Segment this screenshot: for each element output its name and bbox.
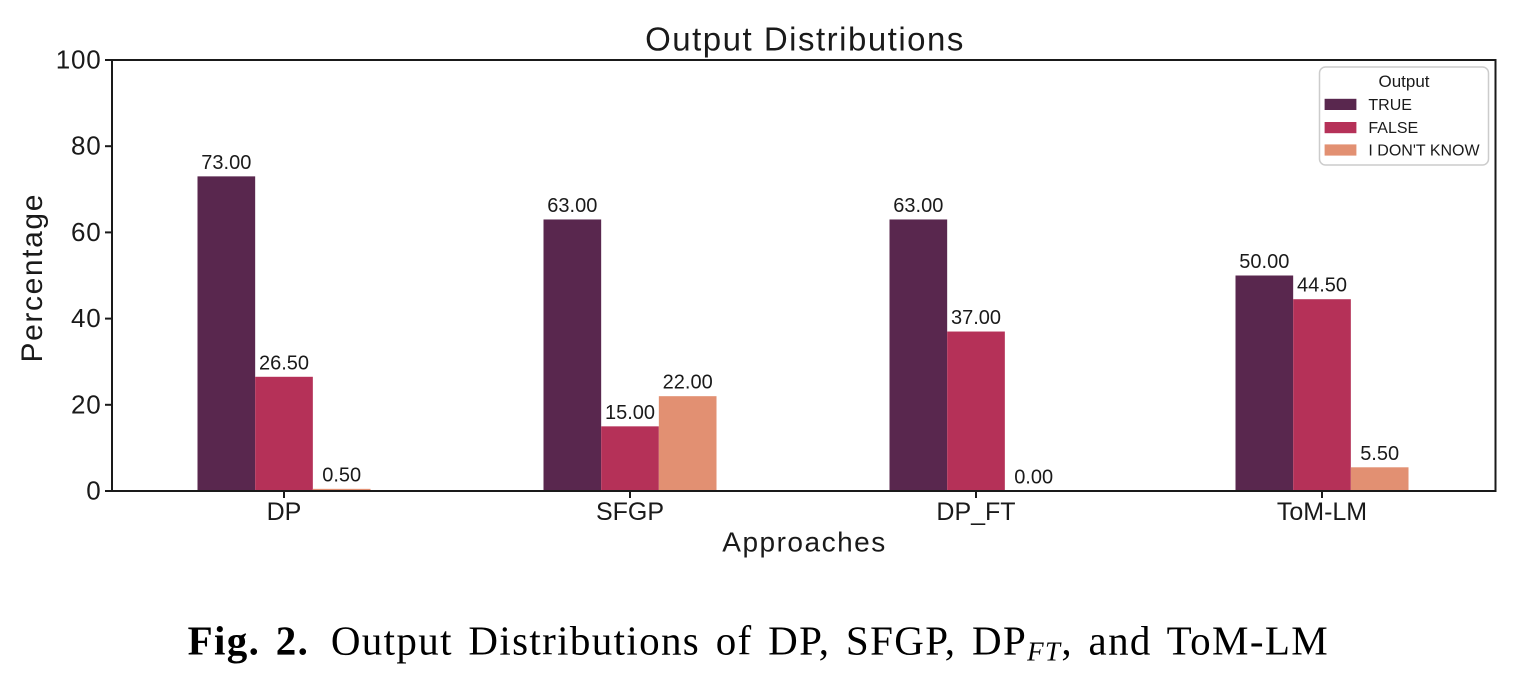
svg-text:37.00: 37.00: [951, 307, 1001, 329]
svg-text:0.00: 0.00: [1014, 467, 1053, 489]
svg-text:DP_FT: DP_FT: [936, 498, 1015, 526]
svg-text:0: 0: [86, 476, 101, 506]
svg-text:ToM-LM: ToM-LM: [1277, 498, 1367, 526]
svg-text:Output Distributions: Output Distributions: [645, 21, 965, 58]
svg-text:TRUE: TRUE: [1368, 97, 1412, 114]
svg-text:44.50: 44.50: [1297, 275, 1347, 297]
svg-text:73.00: 73.00: [201, 152, 251, 174]
svg-text:63.00: 63.00: [547, 195, 597, 217]
svg-text:80: 80: [71, 131, 102, 161]
svg-text:50.00: 50.00: [1239, 251, 1289, 273]
svg-text:63.00: 63.00: [893, 195, 943, 217]
svg-text:I DON'T KNOW: I DON'T KNOW: [1368, 143, 1480, 160]
svg-text:Approaches: Approaches: [722, 527, 886, 558]
svg-text:Output: Output: [1378, 72, 1429, 91]
svg-text:0.50: 0.50: [322, 464, 361, 486]
svg-text:Percentage: Percentage: [16, 193, 49, 362]
svg-text:5.50: 5.50: [1360, 443, 1399, 465]
svg-text:26.50: 26.50: [259, 352, 309, 374]
svg-text:20: 20: [71, 389, 102, 419]
svg-text:FALSE: FALSE: [1368, 120, 1418, 137]
svg-text:15.00: 15.00: [605, 402, 655, 424]
svg-text:SFGP: SFGP: [596, 498, 664, 526]
svg-text:60: 60: [71, 217, 102, 247]
svg-text:DP: DP: [267, 498, 302, 526]
svg-text:40: 40: [71, 303, 102, 333]
svg-text:100: 100: [56, 45, 102, 75]
svg-text:Fig. 2. Output Distributions o: Fig. 2. Output Distributions of DP, SFGP…: [188, 618, 1329, 667]
svg-text:22.00: 22.00: [663, 372, 713, 394]
